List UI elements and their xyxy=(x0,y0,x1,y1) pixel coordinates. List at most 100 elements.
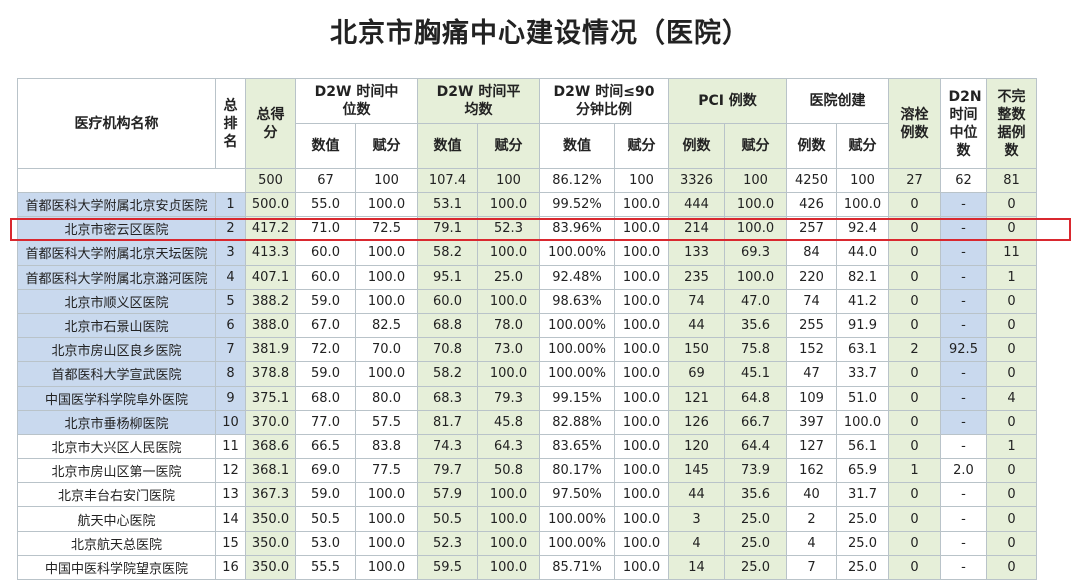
table-cell: 55.5 xyxy=(295,554,356,581)
table-cell: 82.5 xyxy=(355,312,418,339)
table-cell: 100.00% xyxy=(539,240,615,266)
sub-value: 数值 xyxy=(539,123,615,169)
hospital-name-cell: 北京市石景山医院 xyxy=(17,312,216,339)
table-cell: 100.0 xyxy=(477,506,540,532)
table-cell: 100.0 xyxy=(614,433,669,460)
table-cell: 413.3 xyxy=(245,240,296,266)
table-cell: 25.0 xyxy=(836,554,889,581)
table-row: 北京市密云区医院 2 417.2 71.0 72.5 79.1 52.3 83.96% 100.… xyxy=(17,216,1037,242)
table-cell: 52.3 xyxy=(477,216,540,242)
table-cell: - xyxy=(940,191,987,218)
hospital-name-cell: 中国中医科学院望京医院 xyxy=(17,554,216,581)
table-cell: 92.4 xyxy=(836,216,889,242)
table-cell: 100.00% xyxy=(539,506,615,532)
table-cell: 0 xyxy=(888,288,941,314)
sub-score: 赋分 xyxy=(836,123,889,169)
table-cell: 3 xyxy=(668,506,725,532)
table-cell: 41.2 xyxy=(836,288,889,314)
table-row: 首都医科大学宣武医院 8 378.8 59.0 100.0 58.2 100.0 100.00… xyxy=(17,361,1037,387)
table-cell: 1 xyxy=(986,433,1037,460)
hospital-name-cell: 北京市顺义区医院 xyxy=(17,288,216,314)
table-cell: 2.0 xyxy=(940,458,987,484)
header-d2w-median: D2W 时间中位数 xyxy=(295,78,418,124)
page-title: 北京市胸痛中心建设情况（医院） xyxy=(330,18,750,49)
table-cell: 121 xyxy=(668,385,725,411)
table-cell: 70.0 xyxy=(355,337,418,363)
table-cell: 100.0 xyxy=(355,191,418,218)
table-cell: - xyxy=(940,482,987,508)
table-cell: 1 xyxy=(215,191,246,218)
table-cell: 50.5 xyxy=(295,506,356,532)
table-cell: 7 xyxy=(786,554,837,581)
table-cell: 100.0 xyxy=(614,240,669,266)
table-cell: 66.7 xyxy=(724,409,787,435)
table-cell: 64.3 xyxy=(477,433,540,460)
table-cell: 0 xyxy=(888,240,941,266)
table-cell: 14 xyxy=(215,506,246,532)
table-cell: 126 xyxy=(668,409,725,435)
table-cell: 417.2 xyxy=(245,216,296,242)
hospital-table: 医疗机构名称 总排名 总得分 D2W 时间中位数 D2W 时间平均数 D2W 时… xyxy=(17,78,1037,581)
table-cell: 69.0 xyxy=(295,458,356,484)
table-cell: 100.0 xyxy=(614,312,669,339)
sub-count: 例数 xyxy=(786,123,837,169)
table-cell: 16 xyxy=(215,554,246,581)
table-cell: 44 xyxy=(668,312,725,339)
table-cell: 100.0 xyxy=(724,264,787,290)
hospital-name-cell: 北京市垂杨柳医院 xyxy=(17,409,216,435)
table-cell: 100.0 xyxy=(836,409,889,435)
table-cell: 14 xyxy=(668,554,725,581)
table-cell: - xyxy=(940,385,987,411)
sub-score: 赋分 xyxy=(614,123,669,169)
table-cell: 25.0 xyxy=(836,530,889,556)
baseline-blank xyxy=(17,168,246,193)
table-row: 北京市房山区良乡医院 7 381.9 72.0 70.0 70.8 73.0 100.00% 1… xyxy=(17,337,1037,363)
table-cell: 0 xyxy=(986,361,1037,387)
table-cell: 100.0 xyxy=(355,288,418,314)
hospital-name-cell: 北京航天总医院 xyxy=(17,530,216,556)
table-cell: 84 xyxy=(786,240,837,266)
table-cell: 3 xyxy=(215,240,246,266)
table-cell: 44 xyxy=(668,482,725,508)
baseline-cell: 100 xyxy=(724,168,787,193)
table-cell: 220 xyxy=(786,264,837,290)
table-cell: 367.3 xyxy=(245,482,296,508)
header-incomplete: 不完整数据例数 xyxy=(986,78,1037,169)
baseline-cell: 100 xyxy=(477,168,540,193)
table-cell: 69.3 xyxy=(724,240,787,266)
table-cell: 72.5 xyxy=(355,216,418,242)
table-cell: 0 xyxy=(986,458,1037,484)
hospital-name-cell: 航天中心医院 xyxy=(17,506,216,532)
table-cell: 79.3 xyxy=(477,385,540,411)
sub-score: 赋分 xyxy=(477,123,540,169)
hospital-name-cell: 北京市密云区医院 xyxy=(17,216,216,242)
table-cell: 100.0 xyxy=(724,191,787,218)
table-cell: 109 xyxy=(786,385,837,411)
table-cell: 4 xyxy=(986,385,1037,411)
header-d2n: D2N时间中位数 xyxy=(940,78,987,169)
table-cell: 235 xyxy=(668,264,725,290)
table-cell: 100.0 xyxy=(477,554,540,581)
table-cell: 71.0 xyxy=(295,216,356,242)
table-cell: - xyxy=(940,506,987,532)
table-cell: 80.17% xyxy=(539,458,615,484)
baseline-cell: 67 xyxy=(295,168,356,193)
table-row: 北京市垂杨柳医院 10 370.0 77.0 57.5 81.7 45.8 82.88% 100… xyxy=(17,409,1037,435)
table-cell: 91.9 xyxy=(836,312,889,339)
table-cell: 1 xyxy=(888,458,941,484)
table-cell: 0 xyxy=(986,554,1037,581)
baseline-cell: 500 xyxy=(245,168,296,193)
table-cell: 83.8 xyxy=(355,433,418,460)
table-cell: 15 xyxy=(215,530,246,556)
table-cell: 368.1 xyxy=(245,458,296,484)
table-cell: 257 xyxy=(786,216,837,242)
hospital-name-cell: 首都医科大学附属北京潞河医院 xyxy=(17,264,216,290)
table-cell: 69 xyxy=(668,361,725,387)
table-cell: 25.0 xyxy=(477,264,540,290)
table-cell: 12 xyxy=(215,458,246,484)
table-cell: 45.1 xyxy=(724,361,787,387)
table-cell: 59.0 xyxy=(295,288,356,314)
table-cell: 60.0 xyxy=(295,264,356,290)
table-cell: - xyxy=(940,216,987,242)
baseline-cell: 81 xyxy=(986,168,1037,193)
